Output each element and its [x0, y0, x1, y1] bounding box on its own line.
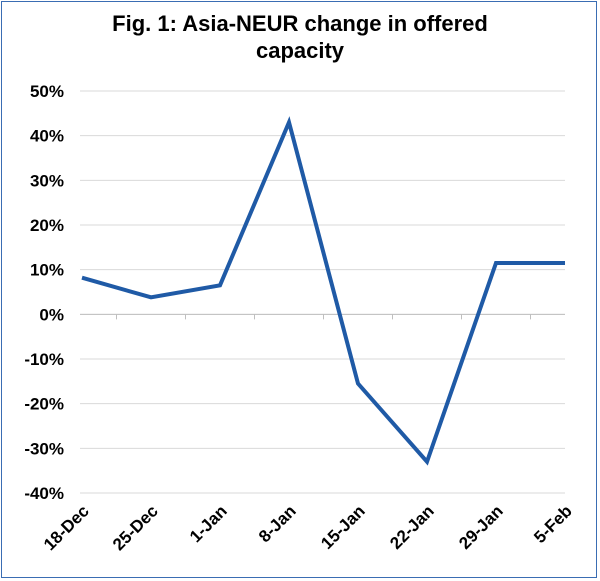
y-tick-label: 50%: [30, 82, 64, 101]
x-axis: [80, 313, 565, 320]
series-line: [81, 116, 565, 466]
y-tick-label: 10%: [30, 261, 64, 280]
gridlines: [80, 90, 565, 494]
chart-title: Fig. 1: Asia-NEUR change in offered capa…: [0, 10, 600, 64]
x-tick-label: 22-Jan: [386, 501, 438, 553]
x-tick-label: 5-Feb: [530, 501, 575, 546]
y-axis-tick-labels: -40% -30% -20% -10% 0% 10% 20% 30% 40% 50%: [24, 82, 64, 503]
x-tick-label: 1-Jan: [186, 501, 231, 546]
x-tick-label: 25-Dec: [109, 501, 162, 554]
y-tick-label: 20%: [30, 216, 64, 235]
chart-title-line-2: capacity: [255, 38, 345, 63]
x-tick-label: 15-Jan: [317, 501, 369, 553]
y-tick-label: -40%: [24, 484, 64, 503]
chart-title-line-1: Fig. 1: Asia-NEUR change in offered: [112, 11, 488, 36]
series-group: [81, 116, 566, 466]
x-axis-tick-labels: 18-Dec 25-Dec 1-Jan 8-Jan 15-Jan 22-Jan 29-Jan…: [40, 501, 576, 554]
y-tick-label: 30%: [30, 171, 64, 190]
y-tick-label: 40%: [30, 127, 64, 146]
x-tick-label: 18-Dec: [40, 501, 93, 554]
y-tick-label: -10%: [24, 350, 64, 369]
y-tick-label: -30%: [24, 439, 64, 458]
x-tick-label: 29-Jan: [455, 501, 507, 553]
y-tick-label: 0%: [39, 305, 64, 324]
y-tick-label: -20%: [24, 395, 64, 414]
x-tick-label: 8-Jan: [255, 501, 300, 546]
